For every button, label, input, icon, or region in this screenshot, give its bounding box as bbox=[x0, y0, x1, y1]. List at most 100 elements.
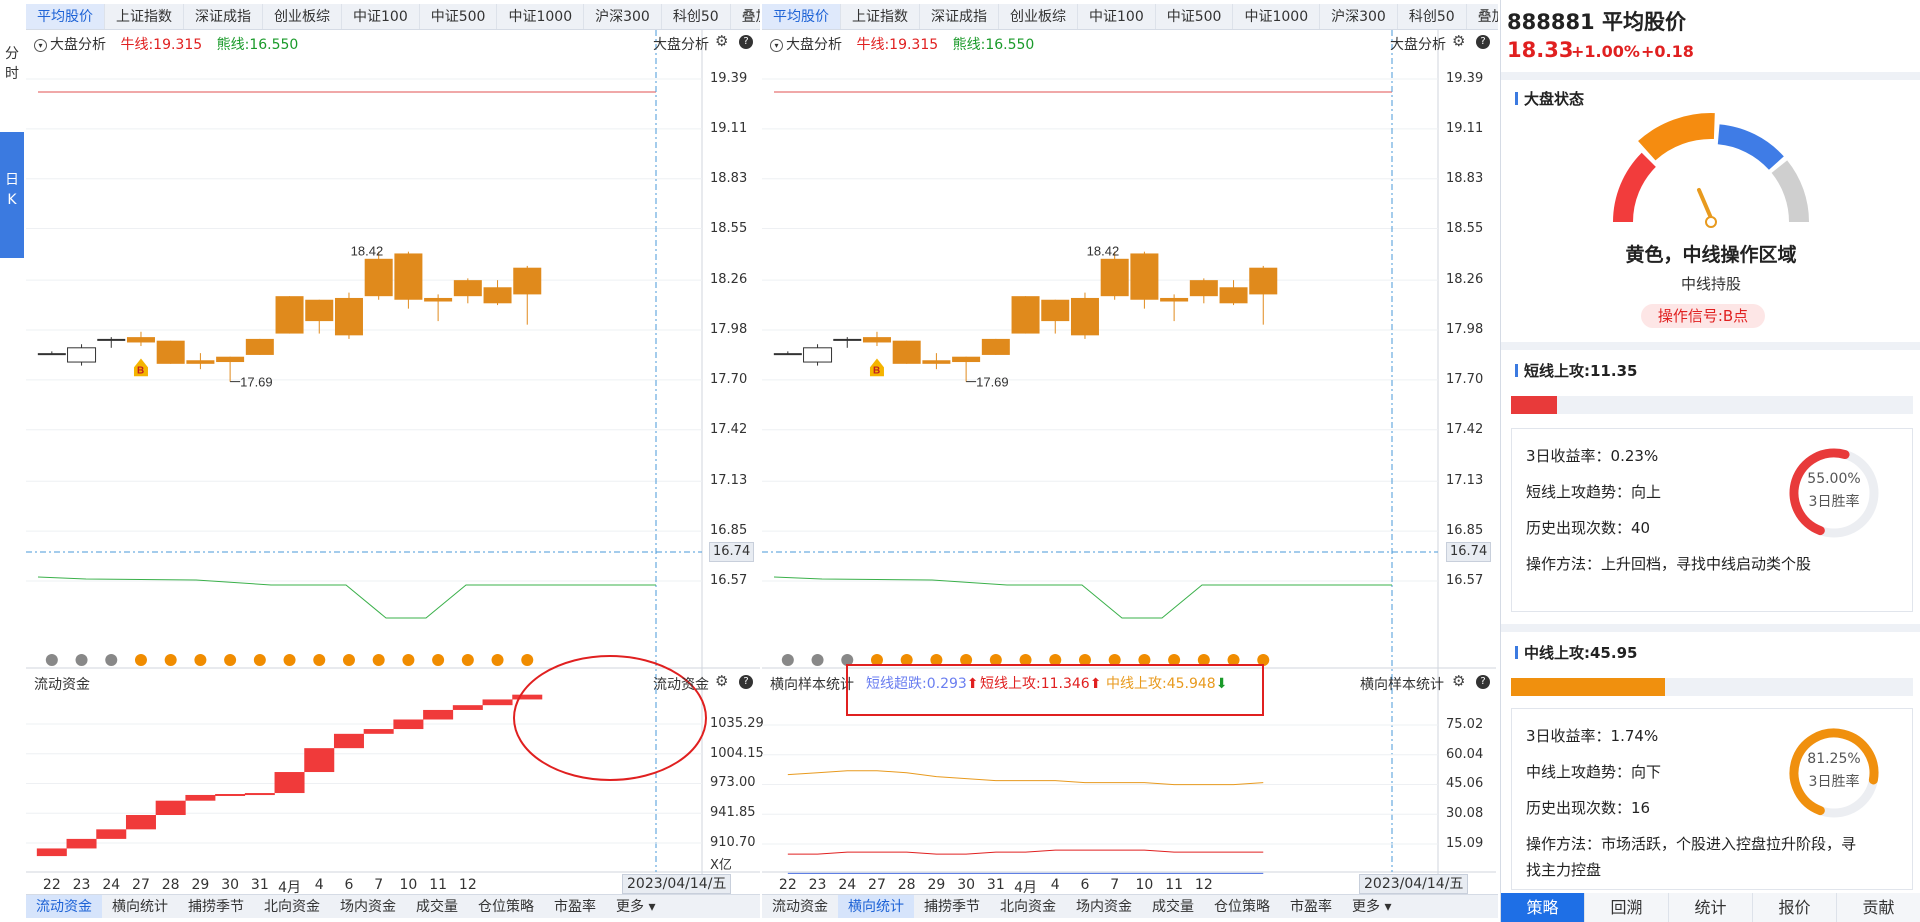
indicator-tab-8[interactable]: 更多 ▾ bbox=[1352, 899, 1392, 915]
indicator-tab-6[interactable]: 仓位策略 bbox=[478, 899, 534, 915]
flow-bar bbox=[36, 848, 67, 857]
gear-icon[interactable]: ⚙ bbox=[1452, 672, 1466, 690]
market-gauge bbox=[1613, 113, 1809, 228]
index-tab-7[interactable]: 沪深300 bbox=[584, 4, 662, 29]
index-tab-0[interactable]: 平均股价 bbox=[26, 4, 105, 29]
gauge-segment bbox=[1638, 113, 1715, 161]
x-tick-label: 31 bbox=[250, 877, 269, 893]
help-icon[interactable]: ? bbox=[1476, 675, 1490, 689]
collapse-icon[interactable]: ▾ bbox=[34, 39, 47, 52]
help-icon[interactable]: ? bbox=[739, 35, 753, 49]
gauge-segment bbox=[1717, 124, 1784, 171]
info-side-panel: 888881 平均股价 18.33 +1.00% +0.18 大盘状态 黄色，中… bbox=[1500, 0, 1920, 922]
indicator-tab-7[interactable]: 市盈率 bbox=[1290, 899, 1332, 915]
price-tick-label: 18.83 bbox=[1446, 170, 1484, 186]
indicator-tab-3[interactable]: 北向资金 bbox=[264, 899, 320, 915]
collapse-icon[interactable]: ▾ bbox=[770, 39, 783, 52]
x-tick-label: 22 bbox=[778, 877, 797, 893]
index-tab-5[interactable]: 中证500 bbox=[1156, 4, 1234, 29]
index-tab-6[interactable]: 中证1000 bbox=[497, 4, 585, 29]
indicator-tab-1[interactable]: 横向统计 bbox=[838, 895, 914, 918]
index-tab-1[interactable]: 上证指数 bbox=[841, 4, 920, 29]
state-dot bbox=[461, 654, 474, 666]
tab-intraday[interactable]: 分 时 bbox=[0, 44, 24, 90]
indicator-tab-4[interactable]: 场内资金 bbox=[1076, 899, 1132, 915]
index-tab-9[interactable]: 叠加 bbox=[1467, 4, 1498, 29]
help-icon[interactable]: ? bbox=[739, 675, 753, 689]
state-dot bbox=[841, 654, 854, 666]
index-tab-8[interactable]: 科创50 bbox=[1398, 4, 1467, 29]
flow-bar bbox=[96, 829, 127, 839]
chart-canvas-right[interactable]: 18.42 17.69 B bbox=[762, 0, 1498, 922]
state-dot bbox=[1138, 654, 1151, 666]
short-row-1: 3日收益率：0.23% bbox=[1526, 447, 1659, 465]
stat-short-oversold: 短线超跌:0.293⬆ bbox=[866, 673, 979, 693]
help-icon[interactable]: ? bbox=[1476, 35, 1490, 49]
x-tick-label: 12 bbox=[1194, 877, 1213, 893]
mid-attack-title: 中线上攻:45.95 bbox=[1515, 642, 1637, 663]
candle-body bbox=[334, 297, 363, 336]
stock-pct: +1.00% bbox=[1571, 42, 1640, 61]
index-tab-2[interactable]: 深证成指 bbox=[184, 4, 263, 29]
index-tab-9[interactable]: 叠加 bbox=[731, 4, 760, 29]
chart-canvas-left[interactable]: 18.42 17.69 B bbox=[26, 0, 760, 922]
x-tick-label: 12 bbox=[458, 877, 477, 893]
cursor-date: 2023/04/14/五 bbox=[627, 876, 727, 892]
candle-body bbox=[803, 347, 833, 363]
index-tab-3[interactable]: 创业板综 bbox=[999, 4, 1078, 29]
x-tick-label: 10 bbox=[399, 877, 418, 893]
indicator-tab-5[interactable]: 成交量 bbox=[1152, 899, 1194, 915]
indicator-tab-8[interactable]: 更多 ▾ bbox=[616, 899, 656, 915]
candle-body bbox=[773, 353, 802, 356]
index-tab-7[interactable]: 沪深300 bbox=[1320, 4, 1398, 29]
indicator-tab-2[interactable]: 捕捞季节 bbox=[924, 899, 980, 915]
kline-header: ▾ 大盘分析 牛线:19.315 熊线:16.550 bbox=[34, 34, 298, 54]
highlight-box bbox=[846, 664, 1264, 716]
indicator-tab-1[interactable]: 横向统计 bbox=[112, 899, 168, 915]
index-tab-8[interactable]: 科创50 bbox=[662, 4, 731, 29]
tab-daily-k[interactable]: 日 K bbox=[0, 132, 24, 258]
candle-body bbox=[186, 360, 215, 364]
price-tick-label: 18.26 bbox=[710, 272, 748, 288]
strategy-tab-4[interactable]: 贡献 bbox=[1837, 893, 1920, 922]
indicator-tab-7[interactable]: 市盈率 bbox=[554, 899, 596, 915]
state-dot bbox=[45, 654, 58, 666]
candle-body bbox=[1100, 258, 1129, 297]
strategy-tab-3[interactable]: 报价 bbox=[1753, 893, 1837, 922]
x-tick-label: 6 bbox=[344, 877, 354, 893]
indicator-tab-0[interactable]: 流动资金 bbox=[772, 899, 828, 915]
state-dot bbox=[521, 654, 534, 666]
cursor-date-box: 2023/04/14/五 bbox=[1359, 874, 1469, 894]
strategy-tab-2[interactable]: 统计 bbox=[1669, 893, 1753, 922]
indicator-tab-6[interactable]: 仓位策略 bbox=[1214, 899, 1270, 915]
gear-icon[interactable]: ⚙ bbox=[715, 32, 729, 50]
gear-icon[interactable]: ⚙ bbox=[1452, 32, 1466, 50]
stat-tick-label: 45.06 bbox=[1446, 776, 1484, 792]
tab-daily-k-label: 日 K bbox=[5, 172, 19, 208]
kline-indicator-name[interactable]: 大盘分析 bbox=[786, 37, 842, 53]
indicator-tab-0[interactable]: 流动资金 bbox=[26, 895, 102, 918]
index-tab-4[interactable]: 中证100 bbox=[342, 4, 420, 29]
candle-body bbox=[1011, 296, 1040, 334]
state-dot bbox=[1197, 654, 1210, 666]
index-tab-6[interactable]: 中证1000 bbox=[1233, 4, 1321, 29]
index-tab-4[interactable]: 中证100 bbox=[1078, 4, 1156, 29]
indicator-tab-5[interactable]: 成交量 bbox=[416, 899, 458, 915]
indicator-tab-3[interactable]: 北向资金 bbox=[1000, 899, 1056, 915]
index-tab-0[interactable]: 平均股价 bbox=[762, 4, 841, 29]
strategy-tab-0[interactable]: 策略 bbox=[1501, 893, 1585, 922]
kline-indicator-name[interactable]: 大盘分析 bbox=[50, 37, 106, 53]
flow-bar bbox=[423, 709, 454, 720]
index-tab-5[interactable]: 中证500 bbox=[420, 4, 498, 29]
indicator-tab-2[interactable]: 捕捞季节 bbox=[188, 899, 244, 915]
flow-tick-label: 1004.15 bbox=[710, 745, 764, 761]
state-dot bbox=[283, 654, 296, 666]
gear-icon[interactable]: ⚙ bbox=[715, 672, 729, 690]
index-tab-2[interactable]: 深证成指 bbox=[920, 4, 999, 29]
index-tab-3[interactable]: 创业板综 bbox=[263, 4, 342, 29]
strategy-tab-1[interactable]: 回溯 bbox=[1585, 893, 1669, 922]
index-tab-1[interactable]: 上证指数 bbox=[105, 4, 184, 29]
x-tick-label: 10 bbox=[1135, 877, 1154, 893]
indicator-tab-4[interactable]: 场内资金 bbox=[340, 899, 396, 915]
flow-bar bbox=[363, 729, 394, 734]
